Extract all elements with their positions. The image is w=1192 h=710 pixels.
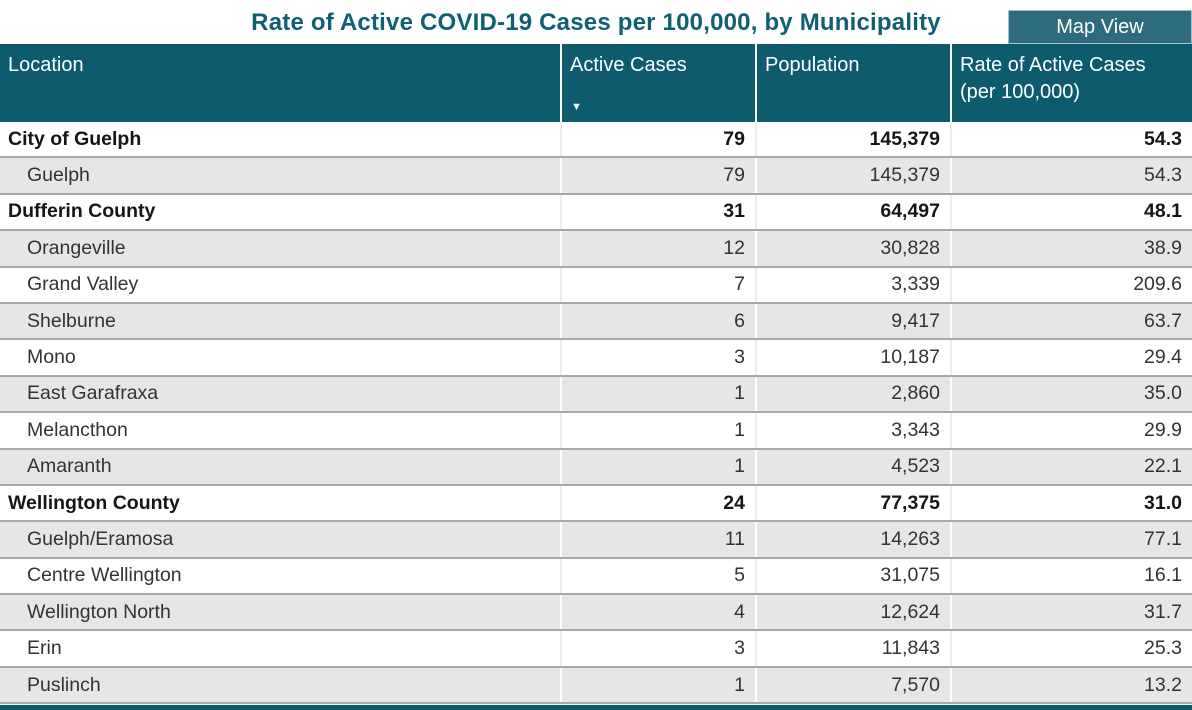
table-row[interactable]: Erin 3 11,843 25.3: [0, 631, 1192, 668]
cell-location: Shelburne: [27, 309, 116, 332]
cell-population: 3,343: [755, 413, 950, 448]
column-header-active-cases[interactable]: Active Cases ▼: [560, 44, 755, 122]
cell-location: Dufferin County: [8, 200, 156, 223]
table-row[interactable]: Orangeville 12 30,828 38.9: [0, 231, 1192, 268]
page-title: Rate of Active COVID-19 Cases per 100,00…: [251, 9, 941, 36]
cell-location: Amaranth: [27, 455, 112, 478]
cell-active-cases: 7: [560, 267, 755, 302]
cell-active-cases: 31: [560, 194, 755, 230]
cell-rate: 31.0: [950, 485, 1192, 521]
bottom-divider: [0, 705, 1192, 710]
table-row-group[interactable]: City of Guelph 79 145,379 54.3: [0, 122, 1192, 159]
cell-active-cases: 1: [560, 449, 755, 484]
cell-location: Erin: [27, 637, 62, 660]
cell-active-cases: 1: [560, 376, 755, 412]
cell-location: Guelph: [27, 164, 90, 187]
table-row-group[interactable]: Wellington County 24 77,375 31.0: [0, 485, 1192, 523]
cell-population: 31,075: [755, 558, 950, 594]
cell-active-cases: 79: [560, 122, 755, 157]
table-row[interactable]: Wellington North 4 12,624 31.7: [0, 595, 1192, 632]
table-row[interactable]: Amaranth 1 4,523 22.1: [0, 449, 1192, 486]
table-row-group[interactable]: Dufferin County 31 64,497 48.1: [0, 194, 1192, 232]
table-row[interactable]: Grand Valley 7 3,339 209.6: [0, 267, 1192, 304]
cell-rate: 16.1: [950, 558, 1192, 594]
cell-rate: 29.4: [950, 340, 1192, 375]
column-header-location[interactable]: Location: [8, 54, 84, 76]
cell-rate: 209.6: [950, 267, 1192, 302]
cell-rate: 22.1: [950, 449, 1192, 484]
table-header-row: Location Active Cases ▼ Population Rate …: [0, 44, 1192, 122]
table-row[interactable]: Shelburne 6 9,417 63.7: [0, 303, 1192, 341]
cell-location: Grand Valley: [27, 273, 139, 296]
cell-active-cases: 12: [560, 231, 755, 266]
map-view-button[interactable]: Map View: [1008, 10, 1192, 44]
column-header-population[interactable]: Population: [755, 44, 950, 122]
cell-rate: 35.0: [950, 376, 1192, 412]
table-row[interactable]: Guelph/Eramosa 11 14,263 77.1: [0, 522, 1192, 559]
cell-location: Puslinch: [27, 673, 101, 696]
cell-active-cases: 1: [560, 413, 755, 448]
cell-active-cases: 24: [560, 485, 755, 521]
table-row[interactable]: East Garafraxa 1 2,860 35.0: [0, 376, 1192, 414]
cell-location: Orangeville: [27, 236, 126, 259]
cell-rate: 63.7: [950, 303, 1192, 339]
cell-population: 7,570: [755, 667, 950, 703]
cell-rate: 25.3: [950, 631, 1192, 666]
table-row[interactable]: Mono 3 10,187 29.4: [0, 340, 1192, 377]
table-body: City of Guelph 79 145,379 54.3 Guelph 79 145,3…: [0, 122, 1192, 705]
cell-active-cases: 3: [560, 340, 755, 375]
cell-population: 30,828: [755, 231, 950, 266]
cell-location: Melancthon: [27, 418, 128, 441]
cell-location: Wellington North: [27, 600, 171, 623]
cell-population: 9,417: [755, 303, 950, 339]
table-row[interactable]: Melancthon 1 3,343 29.9: [0, 413, 1192, 450]
cell-population: 10,187: [755, 340, 950, 375]
cell-population: 3,339: [755, 267, 950, 302]
top-bar: Rate of Active COVID-19 Cases per 100,00…: [0, 0, 1192, 44]
cell-location: Centre Wellington: [27, 564, 182, 587]
cell-population: 145,379: [755, 158, 950, 193]
cell-location: Mono: [27, 346, 76, 369]
cell-active-cases: 1: [560, 667, 755, 703]
cell-active-cases: 4: [560, 595, 755, 630]
cell-population: 12,624: [755, 595, 950, 630]
cell-active-cases: 3: [560, 631, 755, 666]
cell-location: Wellington County: [8, 491, 180, 514]
cell-rate: 54.3: [950, 122, 1192, 157]
cell-active-cases: 79: [560, 158, 755, 193]
cell-population: 145,379: [755, 122, 950, 157]
cell-location: East Garafraxa: [27, 382, 159, 405]
cell-population: 2,860: [755, 376, 950, 412]
cell-population: 77,375: [755, 485, 950, 521]
cell-location: Guelph/Eramosa: [27, 527, 174, 550]
cell-active-cases: 6: [560, 303, 755, 339]
cell-rate: 13.2: [950, 667, 1192, 703]
cell-rate: 31.7: [950, 595, 1192, 630]
cell-rate: 54.3: [950, 158, 1192, 193]
cell-active-cases: 5: [560, 558, 755, 594]
sort-descending-icon[interactable]: ▼: [571, 101, 582, 114]
cell-location: City of Guelph: [8, 127, 142, 150]
cell-rate: 38.9: [950, 231, 1192, 266]
column-header-active-cases-label: Active Cases: [570, 54, 687, 76]
cell-rate: 77.1: [950, 522, 1192, 557]
table-row[interactable]: Puslinch 1 7,570 13.2: [0, 667, 1192, 705]
cell-active-cases: 11: [560, 522, 755, 557]
cell-rate: 48.1: [950, 194, 1192, 230]
table-row[interactable]: Centre Wellington 5 31,075 16.1: [0, 558, 1192, 596]
column-header-rate[interactable]: Rate of Active Cases (per 100,000): [950, 44, 1192, 122]
cell-population: 11,843: [755, 631, 950, 666]
cell-population: 4,523: [755, 449, 950, 484]
table-row[interactable]: Guelph 79 145,379 54.3: [0, 158, 1192, 195]
cell-population: 64,497: [755, 194, 950, 230]
cell-population: 14,263: [755, 522, 950, 557]
cell-rate: 29.9: [950, 413, 1192, 448]
